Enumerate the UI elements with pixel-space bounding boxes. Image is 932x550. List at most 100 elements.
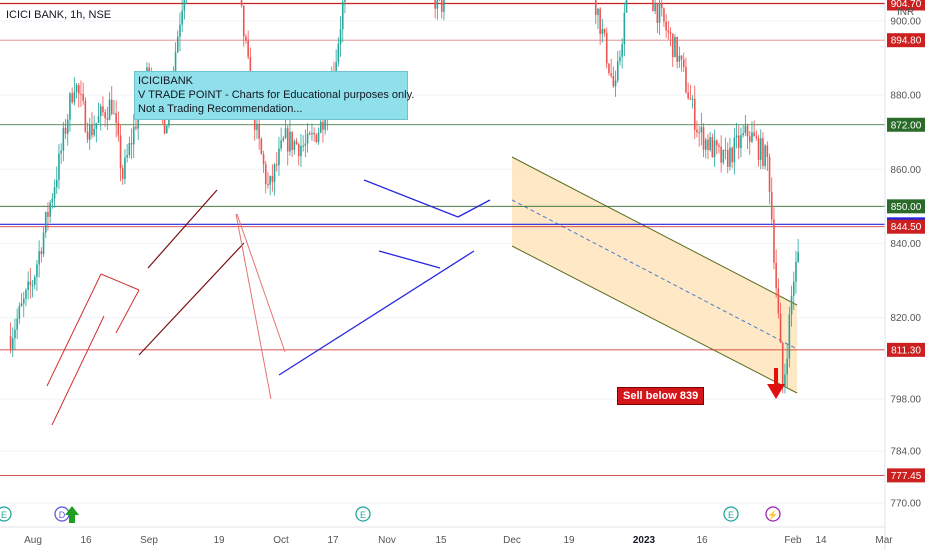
support-trendline-oct-nov[interactable] (278, 250, 475, 376)
candle-body (273, 164, 276, 182)
x-axis-label: Sep (140, 535, 158, 546)
candle-body (676, 36, 678, 62)
candle-body (302, 145, 304, 147)
x-axis-label: Nov (378, 535, 396, 546)
x-axis-label: 16 (696, 535, 708, 546)
x-axis-label: Feb (784, 535, 802, 546)
level-price-tag (887, 0, 925, 11)
candle-body (174, 52, 177, 74)
candle-body (80, 93, 82, 95)
candle-body (344, 0, 346, 2)
candle-body (702, 127, 705, 150)
candle-body (64, 127, 67, 134)
candle-body (715, 140, 718, 146)
candle-body (731, 147, 733, 163)
candle-body (777, 288, 780, 314)
candle-body (792, 281, 795, 296)
y-tick-label: 820.00 (890, 313, 921, 324)
earnings-event-icon[interactable] (0, 506, 12, 522)
triangle-nov-bottom[interactable] (378, 250, 441, 269)
candle-body (93, 128, 95, 136)
candle-body (605, 32, 608, 64)
candle-body (744, 125, 747, 134)
candle-body (18, 306, 21, 319)
candle-body (689, 98, 692, 100)
candle-body (434, 0, 436, 9)
symbol-title[interactable]: ICICI BANK, 1h, NSE (6, 9, 112, 21)
candle-body (700, 127, 703, 133)
candle-body (687, 92, 689, 99)
candle-body (784, 374, 786, 387)
level-price-tag (887, 33, 925, 48)
candle-body (707, 139, 709, 151)
candle-body (759, 138, 762, 160)
candle-body (682, 59, 685, 67)
channel-lower-line[interactable] (511, 245, 798, 394)
y-tick-label: 900.00 (890, 16, 921, 27)
candle-body (256, 123, 258, 131)
candle-body (275, 164, 278, 166)
candle-body (33, 276, 36, 285)
candle-body (11, 338, 14, 350)
x-axis-label: 2023 (633, 535, 656, 546)
candle-body (135, 126, 137, 129)
candle-body (113, 113, 115, 115)
candle-body (671, 33, 674, 58)
candle-body (62, 127, 65, 151)
candle-body (108, 99, 111, 120)
level-price-text: 894.80 (891, 36, 922, 47)
candle-body (337, 43, 340, 63)
candle-body (110, 99, 113, 114)
candle-body (247, 40, 249, 57)
candle-body (768, 156, 771, 193)
candle-body (245, 36, 247, 41)
x-axis-label: Oct (273, 535, 289, 546)
candle-body (308, 133, 311, 135)
note-line-1: ICICIBANK (138, 75, 194, 87)
triangle-nov-top[interactable] (363, 179, 459, 218)
y-tick-label: 784.00 (890, 447, 921, 458)
candle-body (594, 0, 597, 15)
dec-top-short-line (457, 199, 491, 218)
candle-body (660, 2, 663, 9)
flag-aug-top (100, 273, 140, 291)
candle-body (726, 150, 729, 167)
channel-oct-drop-right (236, 213, 286, 353)
candle-body (696, 129, 698, 133)
channel-upper-line[interactable] (511, 156, 798, 306)
candle-body (293, 141, 296, 150)
candle-body (436, 0, 439, 9)
axes (0, 0, 886, 550)
candle-body (286, 128, 289, 152)
candle-body (165, 125, 168, 134)
candle-body (306, 133, 309, 144)
candle-body (278, 148, 280, 166)
candle-body (95, 122, 98, 129)
candle-body (748, 136, 751, 142)
candle-body (300, 145, 302, 157)
earnings-event-icon[interactable] (723, 506, 739, 522)
earnings-event-icon[interactable] (355, 506, 371, 522)
candle-body (117, 122, 120, 136)
x-axis-label: Dec (503, 535, 521, 546)
candle-body (22, 298, 25, 304)
candle-body (713, 140, 716, 158)
level-price-tag (887, 199, 925, 214)
split-event-icon[interactable] (765, 506, 781, 522)
candle-body (44, 212, 47, 233)
candle-body (737, 135, 740, 148)
candle-body (667, 30, 670, 33)
channel-aug-lower (51, 315, 105, 426)
candle-body (119, 135, 122, 169)
x-axis-label: 15 (435, 535, 447, 546)
candle-body (656, 3, 659, 23)
candle-body (181, 10, 183, 25)
candle-body (60, 150, 62, 154)
candle-body (722, 149, 725, 163)
sell-arrow (767, 368, 785, 399)
candle-body (724, 149, 727, 151)
svg-text:⚡: ⚡ (767, 509, 778, 521)
level-price-text: 850.00 (891, 202, 922, 213)
y-tick-label: 860.00 (890, 165, 921, 176)
x-axis-label: Mar (875, 535, 893, 546)
